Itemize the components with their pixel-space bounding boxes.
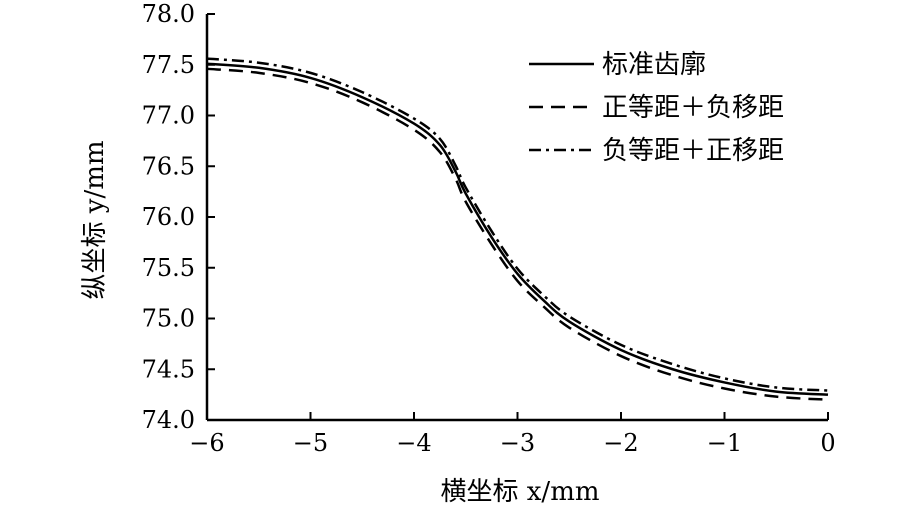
y-axis-label: 纵坐标 y/mm xyxy=(80,140,110,299)
y-tick-label: 74.5 xyxy=(142,355,195,383)
y-tick-label: 76.0 xyxy=(142,203,195,231)
x-tick-label: −2 xyxy=(603,429,638,457)
y-tick-label: 77.5 xyxy=(142,51,195,79)
x-tick-label: −1 xyxy=(707,429,742,457)
x-tick-label: −6 xyxy=(189,429,224,457)
y-tick-label: 77.0 xyxy=(142,102,195,130)
series-line-3 xyxy=(206,57,829,392)
y-tick-label: 75.0 xyxy=(142,305,195,333)
plot-lines xyxy=(206,57,829,401)
y-tick-label: 76.5 xyxy=(142,152,195,180)
legend-label-2: 正等距＋负移距 xyxy=(602,93,784,123)
y-tick-label: 78.0 xyxy=(142,0,195,28)
y-tick-label: 74.0 xyxy=(142,406,195,434)
x-tick-label: −5 xyxy=(293,429,328,457)
x-axis-label: 横坐标 x/mm xyxy=(441,477,600,507)
series-line-1 xyxy=(206,62,829,396)
ticks: −6 −5 −4 −3 −2 −1 0 74.0 74.5 75.0 75.5 76.0 76.5 77.… xyxy=(142,0,836,457)
series-line-2 xyxy=(206,67,829,401)
x-tick-label: −3 xyxy=(500,429,535,457)
x-tick-label: −4 xyxy=(396,429,431,457)
legend-label-1: 标准齿廓 xyxy=(602,50,706,80)
y-tick-label: 75.5 xyxy=(142,254,195,282)
legend-label-3: 负等距＋正移距 xyxy=(602,136,784,166)
x-tick-label: 0 xyxy=(820,429,835,457)
